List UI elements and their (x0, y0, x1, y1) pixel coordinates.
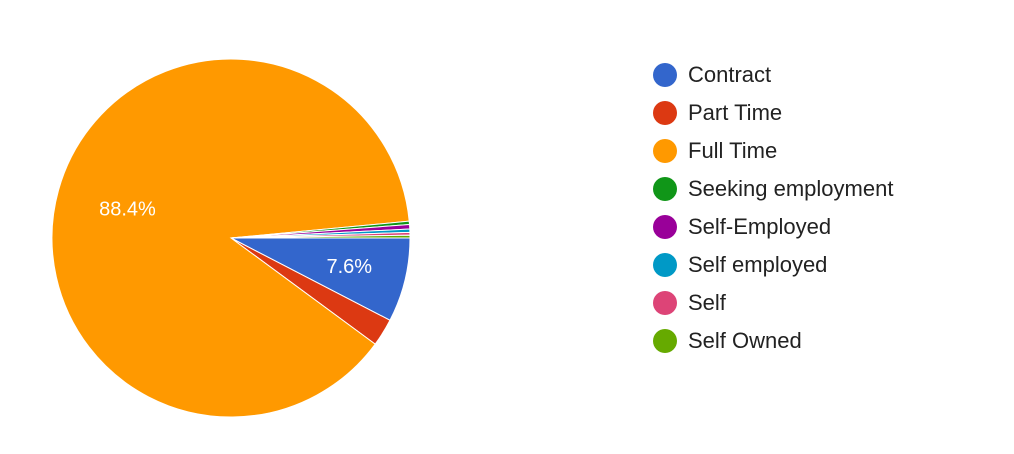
legend-label: Full Time (688, 138, 778, 163)
legend-label: Self employed (688, 252, 828, 277)
legend-label: Contract (688, 62, 772, 87)
pie-chart-svg: 7.6% 88.4% (51, 58, 411, 418)
legend-swatch (653, 291, 677, 315)
legend-swatch (653, 139, 677, 163)
legend-item-self-owned: Self Owned (653, 322, 893, 360)
legend-item-contract: Contract (653, 56, 893, 94)
slice-label-full-time: 88.4% (99, 198, 156, 220)
legend-swatch (653, 215, 677, 239)
legend-label: Part Time (688, 100, 783, 125)
legend-swatch (653, 329, 677, 353)
legend-item-self: Self (653, 284, 893, 322)
legend-item-part-time: Part Time (653, 94, 893, 132)
legend-swatch (653, 253, 677, 277)
pie-slice-full-time (51, 58, 410, 418)
legend-label: Self Owned (688, 328, 802, 353)
pie-slice-self-owned (230, 234, 411, 239)
legend-item-seeking-employment: Seeking employment (653, 170, 893, 208)
legend-swatch (653, 63, 677, 87)
slice-label-contract: 7.6% (326, 256, 372, 278)
chart-legend: Contract Part Time Full Time Seeking employ… (653, 56, 893, 360)
pie-chart: 7.6% 88.4% (51, 58, 411, 418)
legend-label: Seeking employment (688, 176, 894, 201)
legend-swatch (653, 101, 677, 125)
legend-label: Self-Employed (688, 214, 832, 239)
legend-item-self-employed: Self-Employed (653, 208, 893, 246)
legend-item-self-employed: Self employed (653, 246, 893, 284)
legend-item-full-time: Full Time (653, 132, 893, 170)
legend-label: Self (688, 290, 726, 315)
legend-swatch (653, 177, 677, 201)
